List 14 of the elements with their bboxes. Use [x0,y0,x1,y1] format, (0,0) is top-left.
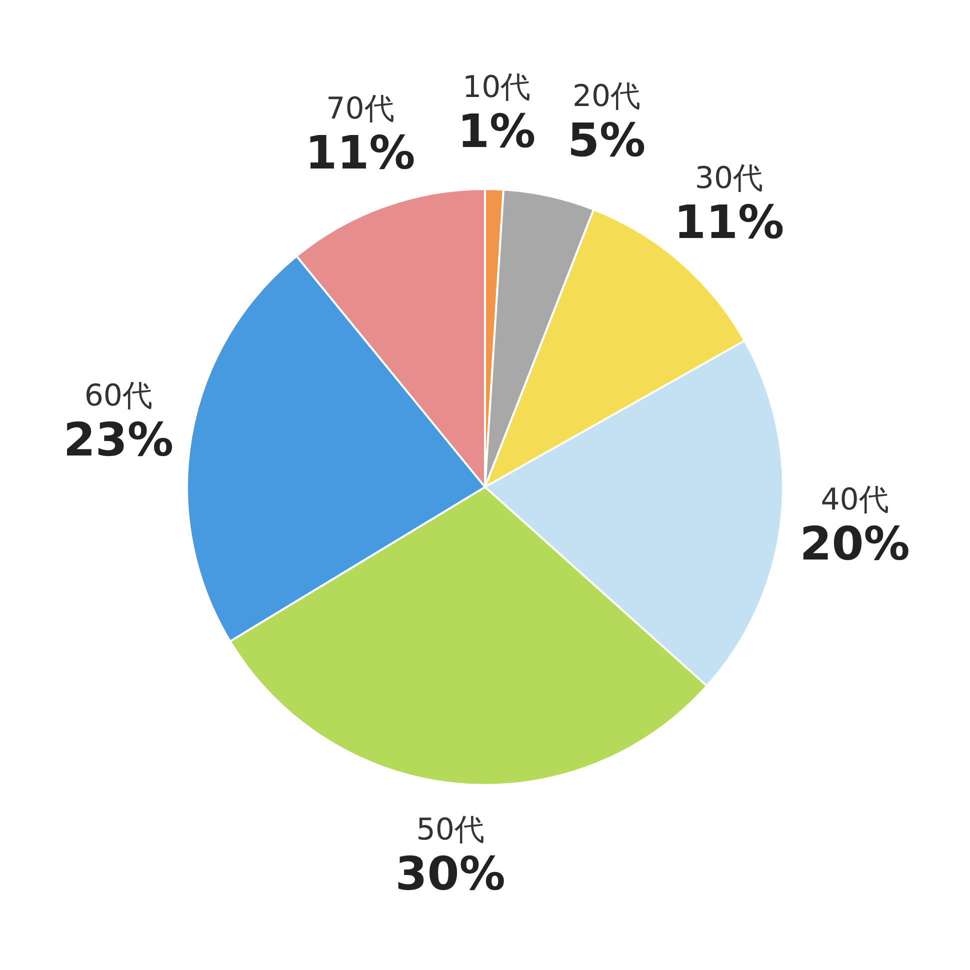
slice-label: 40代 [820,482,889,518]
slice-label: 50代 [416,812,484,848]
data-label: 5% [568,112,646,167]
data-label: 1% [458,104,536,158]
slice-label: 10代 [462,70,531,106]
data-label: 23% [63,412,174,467]
data-label: 11% [305,126,416,180]
data-label: 11% [674,195,784,250]
data-label: 30% [395,846,506,900]
data-label: 20% [800,516,910,570]
slice-label: 70代 [326,92,394,127]
slice-label: 60代 [84,378,153,414]
slice-label: 30代 [694,161,764,196]
slice-label: 20代 [572,78,641,114]
